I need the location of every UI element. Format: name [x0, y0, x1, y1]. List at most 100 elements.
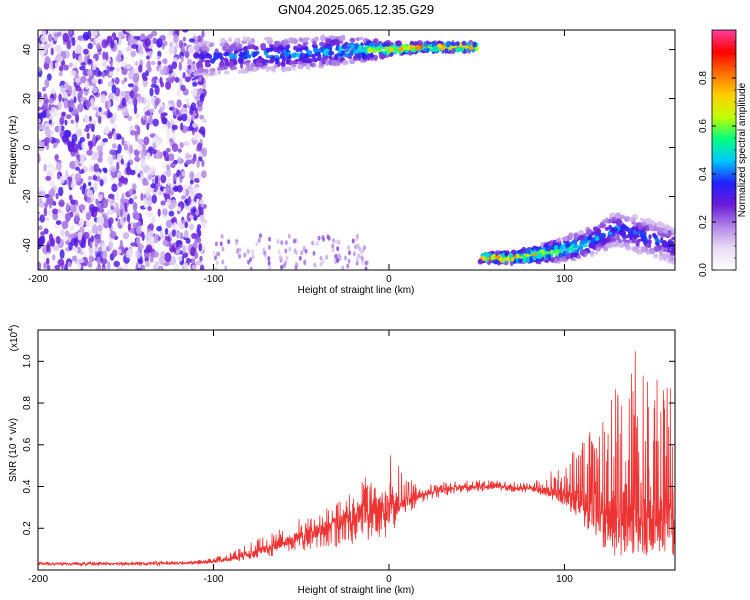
spectrogram-cell [189, 171, 195, 180]
spectrogram-cell [232, 45, 240, 52]
spectrogram-cell [66, 39, 71, 50]
spectrogram-cell [185, 160, 192, 165]
spectrogram-cell [154, 139, 161, 147]
spectrogram-cell [146, 55, 150, 60]
spectrogram-cell [240, 62, 244, 69]
spectrogram-cell [184, 262, 189, 270]
spectrogram-cell [58, 186, 64, 197]
spectrogram-cell [315, 241, 319, 247]
spectrogram-cell [194, 95, 200, 101]
spectrogram-cell [648, 234, 652, 240]
spectrogram-cell [540, 242, 544, 248]
spectrogram-cell [194, 131, 198, 140]
spectrogram-cell [180, 55, 184, 63]
spectrogram-cell [103, 126, 111, 135]
spectrogram-cell [197, 67, 204, 73]
spectrogram-cell [146, 200, 151, 206]
spectrogram-cell [509, 252, 513, 257]
spectrogram-cell [175, 43, 179, 48]
spectrogram-cell [361, 260, 365, 266]
spectrogram-cell [52, 254, 56, 261]
spectrogram-cell [344, 255, 347, 261]
spectrogram-cell [185, 237, 191, 244]
spectrogram-y-tick-label: 0 [22, 144, 33, 150]
spectrogram-cell [163, 262, 170, 267]
spectrogram-cell [612, 227, 618, 232]
spectrogram-cell [146, 152, 151, 160]
spectrogram-cell [220, 67, 224, 71]
colorbar-label: Normalized spectral amplitude [737, 82, 748, 217]
spectrogram-cell [144, 111, 150, 116]
spectrogram-cell [450, 48, 456, 55]
spectrogram-cell [127, 115, 133, 122]
spectrogram-cell [234, 241, 238, 246]
spectrogram-cell [662, 247, 668, 253]
spectrogram-cell [536, 253, 542, 260]
spectrogram-cell [325, 254, 329, 260]
spectrogram-cell [106, 65, 110, 75]
spectrogram-cell [55, 138, 60, 144]
spectrogram-cell [205, 61, 210, 67]
spectrogram-cell [103, 168, 108, 174]
spectrogram-cell [352, 251, 356, 257]
spectrogram-cell [96, 145, 104, 152]
spectrogram-cell [269, 47, 274, 51]
spectrogram-cell [131, 183, 137, 191]
spectrogram-cell [319, 255, 323, 261]
spectrogram-cell [285, 45, 289, 49]
spectrogram-cell [191, 264, 197, 270]
spectrogram-cell [341, 265, 345, 270]
spectrogram-cell [40, 231, 46, 236]
spectrogram-cell [191, 232, 198, 239]
spectrogram-cell [72, 50, 76, 60]
spectrogram-cell [81, 141, 86, 149]
spectrogram-cell [154, 175, 159, 185]
spectrogram-cell [214, 266, 218, 270]
spectrogram-cell [109, 149, 116, 156]
spectrogram-cell [90, 97, 95, 107]
spectrogram-cell [201, 159, 205, 167]
spectrogram-cell [628, 232, 632, 236]
spectrogram-cell [319, 261, 323, 267]
snr-panel: -200 -100 0 100 0.2 0.4 0.6 0.8 1.0 Height of s… [8, 325, 676, 596]
spectrogram-cell [641, 248, 647, 252]
spectrogram-cell [347, 245, 351, 251]
spectrogram-cell [79, 96, 87, 102]
colorbar: 0.0 0.2 0.4 0.6 0.8 Normalized spectral ampl… [698, 29, 748, 277]
spectrogram-cell [132, 202, 138, 212]
spectrogram-cell [532, 253, 537, 257]
spectrogram-cell [48, 97, 54, 104]
spectrogram-cell [605, 236, 611, 243]
spectrogram-cell [117, 31, 125, 37]
spectrogram-cell [173, 34, 179, 44]
spectrogram-cell [150, 61, 156, 65]
spectrogram-cell [143, 198, 148, 209]
spectrogram-cell [182, 72, 186, 79]
snr-y-tick-label: 1.0 [22, 354, 33, 368]
spectrogram-cell [83, 116, 90, 124]
spectrogram-cell [161, 124, 169, 130]
spectrogram-cell [128, 188, 134, 197]
spectrogram-cell [63, 82, 69, 90]
spectrogram-cell [91, 209, 98, 218]
spectrogram-cell [285, 60, 290, 65]
spectrogram-cell [598, 235, 604, 240]
spectrogram-cell [89, 241, 93, 248]
spectrogram-cell [354, 42, 359, 48]
spectrogram-cell [168, 45, 176, 55]
spectrogram-cell [636, 248, 640, 254]
spectrogram-cell [194, 251, 199, 260]
spectrogram-cell [581, 244, 588, 248]
spectrogram-cell [46, 264, 51, 270]
spectrogram-cell [321, 235, 325, 240]
spectrogram-cell [193, 240, 198, 249]
spectrogram-cell [126, 166, 130, 173]
spectrogram-cell [52, 143, 57, 149]
spectrogram-x-tick-label: 0 [386, 274, 392, 285]
spectrogram-cell [74, 77, 81, 83]
spectrogram-cell [594, 237, 600, 241]
spectrogram-cell [312, 47, 318, 53]
spectrogram-cell [120, 61, 127, 68]
spectrogram-cell [296, 52, 301, 58]
spectrogram-cell [102, 51, 106, 60]
